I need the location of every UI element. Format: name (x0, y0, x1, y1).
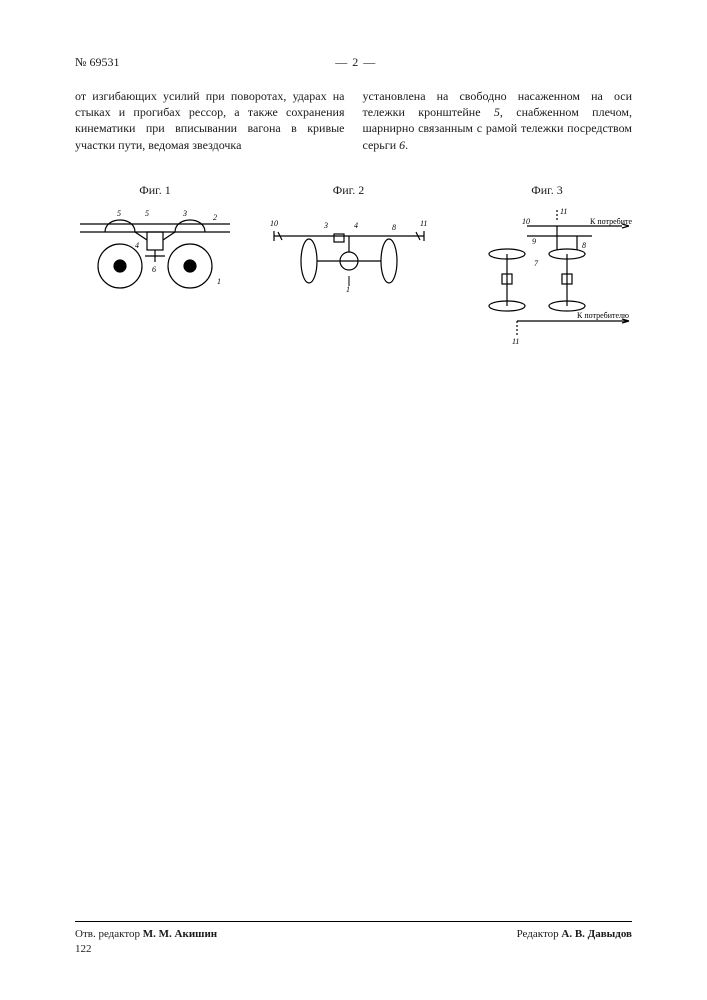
fig3-label-bottom: К потребителю (577, 311, 629, 320)
fig1-n2: 2 (213, 213, 217, 222)
footer: Отв. редактор М. М. Акишин Редактор А. В… (75, 921, 632, 955)
text-col1: от изгибающих усилий при поворотах, удар… (75, 89, 345, 152)
fig1-n6: 6 (152, 265, 156, 274)
fig3-n7: 7 (534, 259, 539, 268)
column-right: установлена на свободно насаженном на ос… (363, 88, 633, 153)
fig1-caption: Фиг. 1 (139, 183, 170, 198)
figures-row: Фиг. 1 (75, 183, 632, 346)
fig3-svg: 11 10 9 8 7 11 К потребителю К потребите… (462, 206, 632, 346)
fig3-n8: 8 (582, 241, 586, 250)
fig2-n11: 11 (420, 219, 427, 228)
editor-right-name: А. В. Давыдов (561, 928, 632, 940)
figure-3: Фиг. 3 (462, 183, 632, 346)
fig3-n11b: 11 (512, 337, 519, 346)
text-col2-p3: . (405, 138, 408, 152)
fig1-n3: 3 (182, 209, 187, 218)
page-container: № 69531 — 2 — от изгибающих усилий при п… (0, 0, 707, 1000)
fig1-n5: 5 (117, 209, 121, 218)
editor-right: Редактор А. В. Давыдов (517, 928, 632, 940)
fig1-n4: 4 (135, 241, 139, 250)
fig3-n9: 9 (532, 237, 536, 246)
figure-1: Фиг. 1 (75, 183, 235, 296)
fig1-svg: 5 5 3 2 4 6 1 (75, 206, 235, 296)
fig2-n10: 10 (270, 219, 278, 228)
body-text: от изгибающих усилий при поворотах, удар… (75, 88, 632, 153)
fig2-caption: Фиг. 2 (333, 183, 364, 198)
header: № 69531 — 2 — (75, 55, 632, 70)
fig2-n3: 3 (323, 221, 328, 230)
editor-left: Отв. редактор М. М. Акишин (75, 928, 217, 940)
fig2-n4: 4 (354, 221, 358, 230)
editor-left-name: М. М. Акишин (143, 928, 217, 940)
figure-2: Фиг. 2 (264, 183, 434, 296)
fig3-n11: 11 (560, 207, 567, 216)
editor-right-prefix: Редактор (517, 928, 562, 940)
footer-number: 122 (75, 943, 632, 955)
page-number: — 2 — (335, 55, 376, 70)
column-left: от изгибающих усилий при поворотах, удар… (75, 88, 345, 153)
editor-left-prefix: Отв. редактор (75, 928, 143, 940)
fig2-svg: 10 3 4 8 11 1 (264, 206, 434, 296)
fig3-caption: Фиг. 3 (531, 183, 562, 198)
fig1-n1: 1 (217, 277, 221, 286)
fig3-n10: 10 (522, 217, 530, 226)
fig3-label-top: К потребителю (590, 217, 632, 226)
fig2-n1: 1 (346, 285, 350, 294)
fig2-n8: 8 (392, 223, 396, 232)
fig1-n5b: 5 (145, 209, 149, 218)
footer-row: Отв. редактор М. М. Акишин Редактор А. В… (75, 928, 632, 940)
doc-number: № 69531 (75, 55, 119, 70)
